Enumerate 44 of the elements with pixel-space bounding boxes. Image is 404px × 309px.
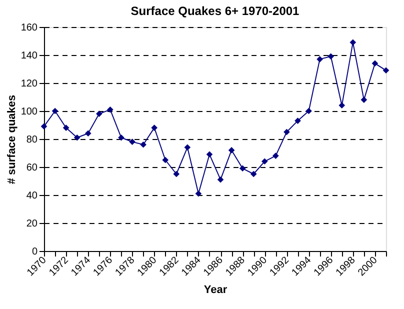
point bbox=[261, 158, 268, 165]
point bbox=[228, 147, 235, 154]
point bbox=[62, 124, 70, 131]
point bbox=[162, 156, 169, 164]
point bbox=[184, 144, 191, 151]
point bbox=[272, 152, 279, 159]
y-tick-label: 140 bbox=[20, 50, 38, 62]
point bbox=[140, 141, 146, 148]
point bbox=[382, 67, 390, 74]
point bbox=[328, 53, 334, 60]
point bbox=[107, 106, 114, 113]
x-axis-title: Year bbox=[204, 284, 228, 296]
point bbox=[40, 123, 48, 130]
chart-title: Surface Quakes 6+ 1970-2001 bbox=[130, 4, 300, 18]
y-tick-label: 120 bbox=[20, 78, 38, 90]
y-tick-label: 80 bbox=[26, 134, 38, 146]
y-tick-label: 40 bbox=[26, 190, 38, 202]
point bbox=[84, 130, 92, 137]
point bbox=[250, 170, 257, 178]
point bbox=[118, 134, 124, 141]
point bbox=[294, 118, 301, 124]
point bbox=[372, 60, 378, 67]
point bbox=[52, 108, 58, 114]
y-tick-label: 160 bbox=[20, 22, 38, 34]
point bbox=[206, 151, 213, 158]
point bbox=[239, 165, 246, 172]
y-tick-label: 60 bbox=[26, 162, 38, 174]
point bbox=[151, 124, 158, 131]
point bbox=[129, 138, 136, 145]
point bbox=[74, 134, 80, 141]
point bbox=[338, 102, 346, 109]
point bbox=[96, 110, 102, 117]
point bbox=[173, 170, 180, 178]
point bbox=[350, 39, 356, 46]
point bbox=[306, 108, 312, 114]
point bbox=[217, 176, 224, 183]
point bbox=[284, 128, 290, 136]
point bbox=[316, 56, 323, 62]
y-tick-label: 20 bbox=[26, 218, 38, 230]
point bbox=[360, 96, 368, 103]
y-tick-label: 100 bbox=[20, 106, 38, 118]
y-tick-label: 0 bbox=[32, 246, 38, 258]
point bbox=[195, 190, 202, 197]
y-axis-title: # surface quakes bbox=[6, 94, 18, 184]
